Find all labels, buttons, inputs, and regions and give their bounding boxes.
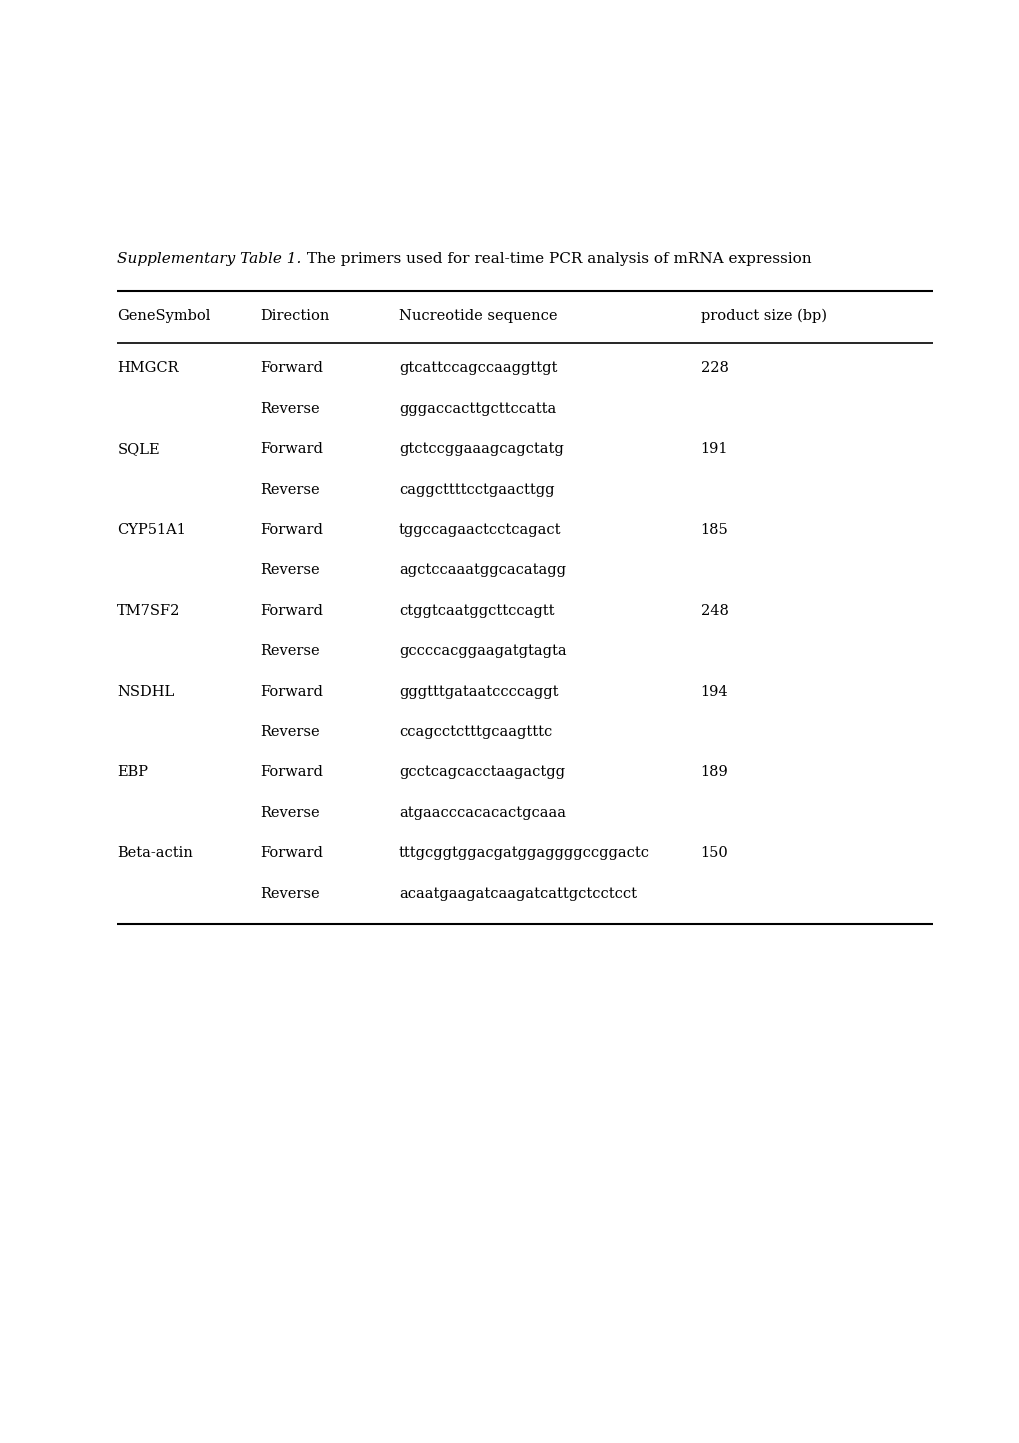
Text: 228: 228: [700, 361, 728, 375]
Text: atgaacccacacactgcaaa: atgaacccacacactgcaaa: [398, 805, 566, 820]
Text: Reverse: Reverse: [260, 563, 319, 577]
Text: GeneSymbol: GeneSymbol: [117, 309, 211, 323]
Text: ctggtcaatggcttccagtt: ctggtcaatggcttccagtt: [398, 603, 553, 618]
Text: caggcttttcctgaacttgg: caggcttttcctgaacttgg: [398, 482, 553, 496]
Text: The primers used for real-time PCR analysis of mRNA expression: The primers used for real-time PCR analy…: [302, 251, 810, 266]
Text: SQLE: SQLE: [117, 442, 160, 456]
Text: Nucreotide sequence: Nucreotide sequence: [398, 309, 556, 323]
Text: Reverse: Reverse: [260, 401, 319, 416]
Text: agctccaaatggcacatagg: agctccaaatggcacatagg: [398, 563, 566, 577]
Text: Reverse: Reverse: [260, 482, 319, 496]
Text: Reverse: Reverse: [260, 886, 319, 900]
Text: EBP: EBP: [117, 765, 148, 779]
Text: 194: 194: [700, 684, 728, 698]
Text: 189: 189: [700, 765, 728, 779]
Text: 191: 191: [700, 442, 728, 456]
Text: tggccagaactcctcagact: tggccagaactcctcagact: [398, 522, 560, 537]
Text: Reverse: Reverse: [260, 805, 319, 820]
Text: gtcattccagccaaggttgt: gtcattccagccaaggttgt: [398, 361, 556, 375]
Text: Reverse: Reverse: [260, 724, 319, 739]
Text: Beta-actin: Beta-actin: [117, 846, 193, 860]
Text: Direction: Direction: [260, 309, 329, 323]
Text: tttgcggtggacgatggaggggccggactc: tttgcggtggacgatggaggggccggactc: [398, 846, 649, 860]
Text: Forward: Forward: [260, 684, 323, 698]
Text: NSDHL: NSDHL: [117, 684, 174, 698]
Text: gggaccacttgcttccatta: gggaccacttgcttccatta: [398, 401, 555, 416]
Text: Reverse: Reverse: [260, 644, 319, 658]
Text: 248: 248: [700, 603, 728, 618]
Text: Forward: Forward: [260, 442, 323, 456]
Text: ccagcctctttgcaagtttc: ccagcctctttgcaagtttc: [398, 724, 551, 739]
Text: Forward: Forward: [260, 603, 323, 618]
Text: TM7SF2: TM7SF2: [117, 603, 180, 618]
Text: acaatgaagatcaagatcattgctcctcct: acaatgaagatcaagatcattgctcctcct: [398, 886, 636, 900]
Text: HMGCR: HMGCR: [117, 361, 178, 375]
Text: Forward: Forward: [260, 846, 323, 860]
Text: 185: 185: [700, 522, 728, 537]
Text: product size (bp): product size (bp): [700, 309, 826, 323]
Text: Supplementary Table 1.: Supplementary Table 1.: [117, 251, 302, 266]
Text: gccccacggaagatgtagta: gccccacggaagatgtagta: [398, 644, 566, 658]
Text: CYP51A1: CYP51A1: [117, 522, 186, 537]
Text: Forward: Forward: [260, 361, 323, 375]
Text: gggtttgataatccccaggt: gggtttgataatccccaggt: [398, 684, 557, 698]
Text: 150: 150: [700, 846, 728, 860]
Text: Forward: Forward: [260, 765, 323, 779]
Text: gtctccggaaagcagctatg: gtctccggaaagcagctatg: [398, 442, 564, 456]
Text: gcctcagcacctaagactgg: gcctcagcacctaagactgg: [398, 765, 565, 779]
Text: Forward: Forward: [260, 522, 323, 537]
